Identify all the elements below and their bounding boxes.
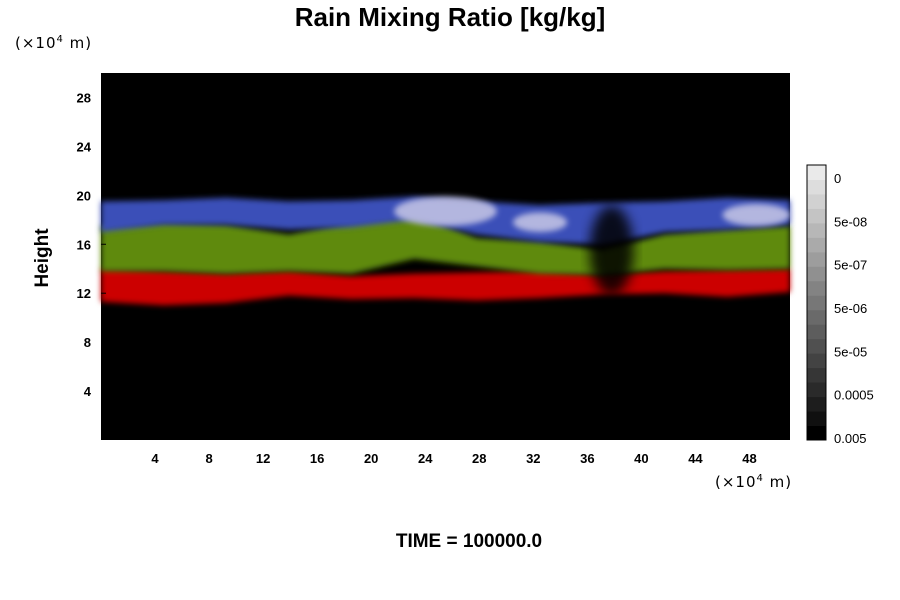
colorbar-swatch xyxy=(807,295,826,311)
x-tick-label: 16 xyxy=(310,451,324,466)
x-tick-label: 24 xyxy=(418,451,433,466)
colorbar-label: 0.005 xyxy=(834,431,867,446)
y-tick: 16 xyxy=(77,237,106,252)
colorbar-swatch xyxy=(807,266,826,282)
colorbar-swatch xyxy=(807,338,826,354)
colorbar-swatch xyxy=(807,324,826,340)
x-tick: 36 xyxy=(580,435,595,466)
x-tick-label: 12 xyxy=(256,451,270,466)
y-tick: 28 xyxy=(77,90,106,105)
x-tick: 8 xyxy=(205,435,213,466)
y-unit-label: (×104 m) xyxy=(15,34,93,52)
colorbar-swatch xyxy=(807,165,826,180)
colorbar-label: 0.0005 xyxy=(834,388,874,403)
colorbar-label: 5e-07 xyxy=(834,258,867,273)
y-tick: 4 xyxy=(84,384,106,399)
x-tick: 20 xyxy=(364,435,378,466)
y-tick-label: 24 xyxy=(77,139,92,154)
x-tick-label: 44 xyxy=(688,451,703,466)
x-tick-label: 20 xyxy=(364,451,378,466)
y-tick-label: 20 xyxy=(77,188,91,203)
colorbar-swatch xyxy=(807,193,826,209)
y-tick: 8 xyxy=(84,335,106,350)
colorbar-swatch xyxy=(807,237,826,253)
colorbar-swatch xyxy=(807,411,826,427)
chart-title: Rain Mixing Ratio [kg/kg] xyxy=(294,2,606,32)
colorbar-swatch xyxy=(807,353,826,369)
y-tick-label: 4 xyxy=(84,384,92,399)
y-tick: 20 xyxy=(77,188,106,203)
x-tick: 32 xyxy=(526,435,541,466)
colorbar-swatch xyxy=(807,222,826,238)
colorbar-label: 5e-08 xyxy=(834,214,867,229)
time-label: TIME = 100000.0 xyxy=(395,531,543,552)
highlight-1 xyxy=(513,212,568,233)
x-unit-label: (×104 m) xyxy=(715,473,793,491)
x-tick-label: 32 xyxy=(526,451,540,466)
colorbar-label: 5e-05 xyxy=(834,344,867,359)
x-tick: 4 xyxy=(151,435,159,466)
colorbar-swatch xyxy=(807,396,826,412)
x-tick-label: 36 xyxy=(580,451,594,466)
y-tick: 24 xyxy=(77,139,106,154)
x-tick: 28 xyxy=(472,435,487,466)
x-tick: 16 xyxy=(310,435,324,466)
gap-shadow xyxy=(589,205,634,296)
colorbar-swatch xyxy=(807,251,826,267)
colorbar-swatch xyxy=(807,309,826,325)
colorbar-swatch xyxy=(807,425,826,441)
colorbar-swatch xyxy=(807,367,826,383)
colorbar-swatch xyxy=(807,179,826,195)
highlight-0 xyxy=(394,196,497,226)
x-tick: 24 xyxy=(418,435,433,466)
x-tick-label: 4 xyxy=(151,451,159,466)
colorbar-swatch xyxy=(807,280,826,296)
colorbar-swatch xyxy=(807,208,826,224)
x-tick-label: 8 xyxy=(205,451,212,466)
x-tick-label: 40 xyxy=(634,451,648,466)
y-tick: 12 xyxy=(77,286,106,301)
colorbar-frame xyxy=(806,164,827,441)
colorbar-swatch xyxy=(807,382,826,398)
x-tick: 44 xyxy=(688,435,703,466)
y-tick-label: 12 xyxy=(77,286,91,301)
colorbar-label: 0 xyxy=(834,171,841,186)
x-tick: 40 xyxy=(634,435,649,466)
x-tick: 12 xyxy=(256,435,270,466)
x-tick-label: 48 xyxy=(742,451,756,466)
x-tick: 48 xyxy=(742,435,757,466)
colorbar-label: 5e-06 xyxy=(834,301,867,316)
y-tick-label: 16 xyxy=(77,237,91,252)
y-tick-label: 28 xyxy=(77,90,91,105)
y-tick-label: 8 xyxy=(84,335,91,350)
x-tick-label: 28 xyxy=(472,451,486,466)
highlight-2 xyxy=(722,203,790,226)
